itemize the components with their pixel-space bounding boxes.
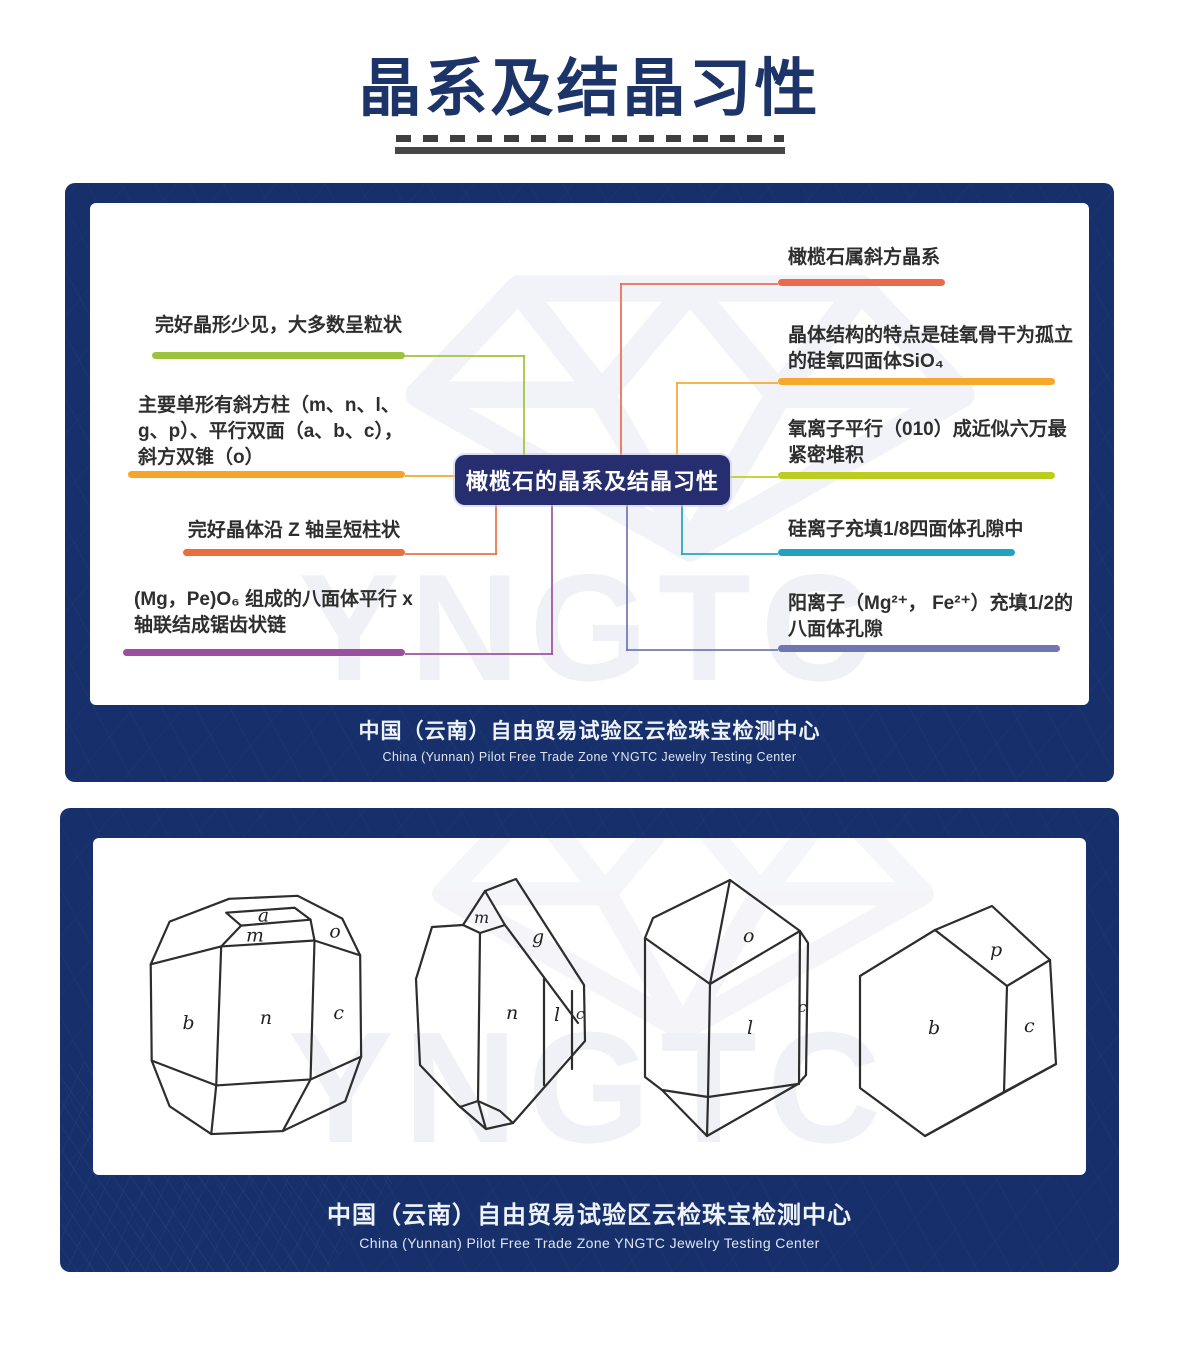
connector	[620, 283, 622, 457]
crystal-drawings: a m o b n c m g n l c	[93, 838, 1086, 1175]
branch-label: (Mg，Pe)O₆ 组成的八面体平行 x 轴联结成锯齿状链	[134, 589, 413, 637]
card-footer: 中国（云南）自由贸易试验区云检珠宝检测中心 China (Yunnan) Pil…	[65, 715, 1114, 764]
face-label: n	[259, 1007, 271, 1028]
face-label: m	[474, 908, 489, 927]
face-label: c	[798, 998, 807, 1016]
connector	[626, 503, 628, 651]
branch-label: 主要单形有斜方柱（m、n、l、g、p）、平行双面（a、b、c），斜方双锥（o）	[138, 395, 403, 469]
face-label: p	[990, 939, 1002, 961]
footer-text-zh: 中国（云南）自由贸易试验区云检珠宝检测中心	[358, 720, 821, 743]
face-label: a	[257, 905, 268, 926]
title-underline-solid	[394, 147, 785, 154]
connector	[405, 355, 525, 357]
footer-text-en: China (Yunnan) Pilot Free Trade Zone YNG…	[359, 1235, 820, 1251]
branch-label: 氧离子平行（010）成近似六万最紧密堆积	[788, 419, 1067, 467]
branch-label: 晶体结构的特点是硅氧骨干为孤立的硅氧四面体SiO₄	[788, 325, 1074, 373]
branch-underline	[123, 649, 405, 656]
branch-underline	[778, 549, 1015, 556]
face-label: c	[576, 1005, 585, 1023]
face-label: g	[532, 926, 544, 948]
connector	[676, 382, 678, 457]
branch-underline	[778, 378, 1055, 385]
mindmap-center-node: 橄榄石的晶系及结晶习性	[455, 455, 730, 505]
crystal-drawing-3: o l c	[643, 878, 809, 1137]
page-title: 晶系及结晶习性	[358, 54, 821, 124]
branch-underline	[152, 352, 405, 359]
connector	[551, 503, 553, 655]
branch-label: 阳离子（Mg²⁺， Fe²⁺）充填1/2的八面体孔隙	[788, 593, 1074, 641]
branch-underline	[128, 471, 405, 478]
mindmap-panel: YNGTC 橄榄石的晶系及结晶习性 完好晶形少见，大多数呈粒状 主要单形有斜方柱…	[90, 203, 1089, 705]
face-label: c	[1024, 1015, 1035, 1037]
face-label: l	[747, 1017, 753, 1039]
branch-underline	[778, 279, 945, 286]
face-label: b	[182, 1012, 194, 1033]
connector	[681, 553, 778, 555]
connector	[620, 283, 778, 285]
connector	[405, 653, 553, 655]
branch-underline	[778, 472, 1055, 479]
connector	[681, 503, 683, 555]
branch-label: 完好晶体沿 Z 轴呈短柱状	[187, 520, 401, 541]
branch-underline	[183, 549, 405, 556]
face-label: l	[554, 1004, 560, 1026]
connector	[523, 355, 525, 457]
connector	[495, 503, 497, 555]
face-label: n	[506, 1002, 518, 1024]
connector	[626, 649, 778, 651]
face-label: c	[333, 1002, 344, 1023]
face-label: m	[246, 925, 264, 946]
connector	[405, 553, 497, 555]
branch-label: 硅离子充填1/8四面体孔隙中	[788, 519, 1024, 540]
card-footer: 中国（云南）自由贸易试验区云检珠宝检测中心 China (Yunnan) Pil…	[60, 1195, 1119, 1251]
crystal-drawing-2: m g n l c	[414, 877, 586, 1130]
crystal-drawing-4: p b c	[858, 904, 1057, 1138]
branch-label: 橄榄石属斜方晶系	[788, 247, 941, 268]
face-label: o	[743, 925, 754, 947]
footer-text-zh: 中国（云南）自由贸易试验区云检珠宝检测中心	[327, 1202, 852, 1229]
connector	[405, 475, 460, 477]
crystal-panel: YNGTC a m o b n c	[93, 838, 1086, 1175]
mindmap-card: YNGTC 橄榄石的晶系及结晶习性 完好晶形少见，大多数呈粒状 主要单形有斜方柱…	[65, 183, 1114, 782]
face-label: b	[928, 1017, 940, 1039]
footer-text-en: China (Yunnan) Pilot Free Trade Zone YNG…	[382, 750, 797, 764]
branch-underline	[778, 645, 1060, 652]
face-label: o	[329, 921, 340, 942]
crystal-drawing-1: a m o b n c	[149, 894, 362, 1135]
connector	[728, 476, 778, 478]
connector	[676, 382, 778, 384]
title-underline-dashed	[395, 135, 784, 142]
crystal-card: YNGTC a m o b n c	[60, 808, 1119, 1272]
branch-label: 完好晶形少见，大多数呈粒状	[154, 315, 402, 336]
